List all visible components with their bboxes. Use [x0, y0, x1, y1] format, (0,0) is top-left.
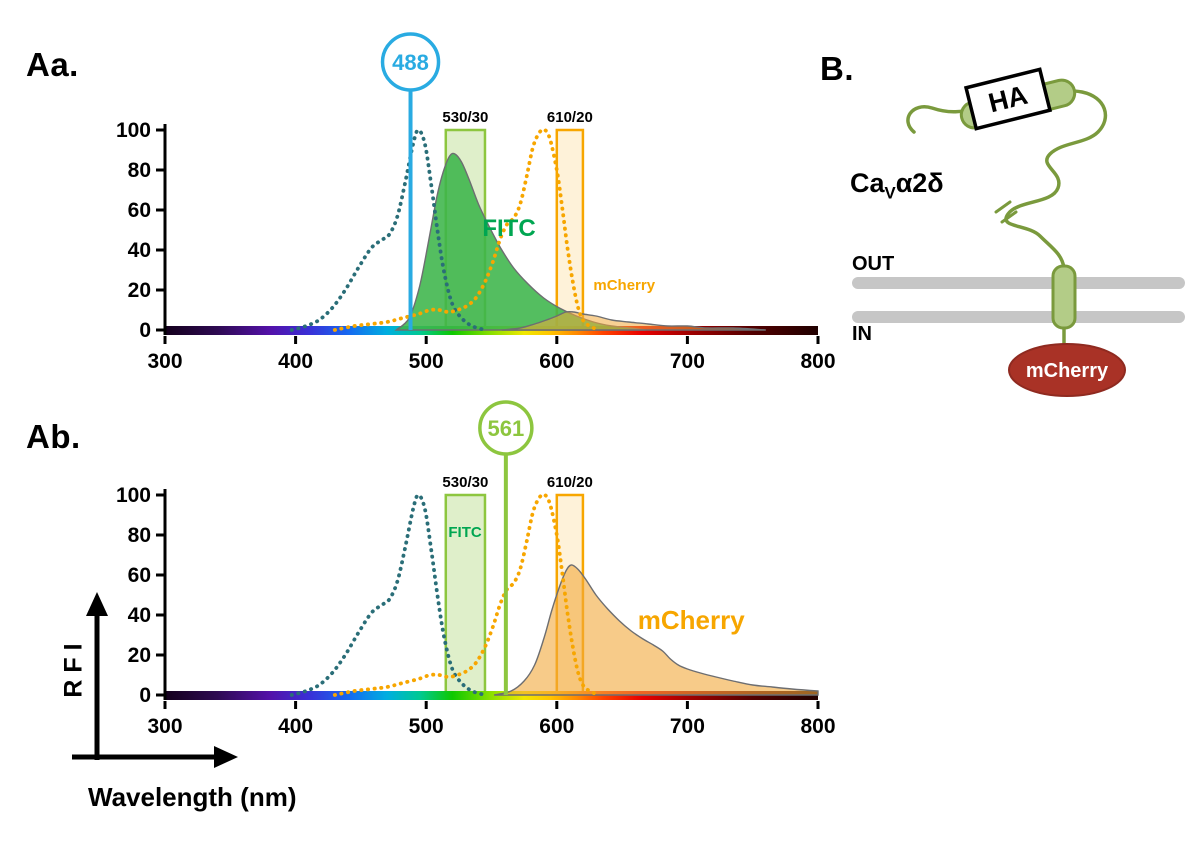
y-tick-label: 0 [139, 319, 151, 342]
in-label: IN [852, 323, 872, 345]
filter-label: 610/20 [547, 474, 593, 491]
filter-label: 530/30 [442, 109, 488, 126]
cleavage-marker [1000, 210, 1018, 224]
panel-b-label: B. [820, 50, 854, 87]
x-tick-label: 500 [409, 715, 444, 738]
y-tick-label: 40 [128, 604, 151, 627]
x-tick-label: 300 [147, 350, 182, 373]
protein-name-suffix: α2δ [895, 168, 944, 198]
laser-circle [380, 32, 441, 92]
y-tick-label: 40 [128, 239, 151, 262]
x-tick-label: 400 [278, 350, 313, 373]
annotation-mcherry: mCherry [593, 277, 655, 294]
panel-aa-chart: 530/30 610/20 0 20 40 60 80 100 300 400 500 600 700 8… [116, 32, 836, 373]
filter-label: 610/20 [547, 109, 593, 126]
y-tick-label: 0 [139, 684, 151, 707]
cleavage-marker [994, 200, 1012, 214]
y-axis-arrow-head [86, 592, 108, 616]
protein-name-label: CaVα2δ [850, 168, 944, 203]
transmembrane-domain [1051, 264, 1077, 330]
laser-label: 488 [392, 50, 429, 75]
x-tick-label: 800 [800, 715, 835, 738]
y-tick-label: 80 [128, 159, 151, 182]
axis-arrows [72, 592, 238, 768]
x-tick-label: 700 [670, 350, 705, 373]
x-tick-label: 600 [539, 350, 574, 373]
ha-tag-box [963, 67, 1053, 131]
laser-circle [478, 400, 534, 456]
y-axis-label: R F I [59, 643, 88, 698]
y-tick-label: 20 [128, 279, 151, 302]
panel-aa-label: Aa. [26, 46, 79, 83]
x-tick-label: 700 [670, 715, 705, 738]
mcherry-tag [1008, 343, 1126, 397]
annotation-mcherry: mCherry [638, 605, 745, 635]
laser-label: 561 [488, 416, 525, 441]
series-dotted [289, 493, 487, 697]
filter-label: 530/30 [442, 474, 488, 491]
x-tick-label: 300 [147, 715, 182, 738]
mcherry-label: mCherry [1026, 360, 1109, 382]
membrane-inner-bar [852, 311, 1185, 323]
x-axis-arrow-head [214, 746, 238, 768]
panel-ab-chart: 530/30 610/20 0 20 40 60 80 100 300 400 500 600 700 8… [116, 400, 836, 738]
y-tick-label: 60 [128, 199, 151, 222]
y-tick-label: 80 [128, 524, 151, 547]
x-tick-label: 800 [800, 350, 835, 373]
x-tick-label: 600 [539, 715, 574, 738]
x-axis-label: Wavelength (nm) [88, 782, 297, 812]
y-tick-label: 100 [116, 119, 151, 142]
panel-ab-label: Ab. [26, 418, 81, 455]
x-tick-label: 400 [278, 715, 313, 738]
x-tick-label: 500 [409, 350, 444, 373]
protein-name-prefix: Ca [850, 168, 885, 198]
out-label: OUT [852, 253, 894, 275]
rainbow-axis [165, 691, 818, 700]
protein-name-subscript: V [884, 183, 896, 203]
filter-box [555, 128, 585, 332]
series-dotted [332, 127, 601, 332]
annotation-fitc: FITC [448, 524, 481, 541]
series-dotted [289, 128, 487, 332]
series-area [501, 310, 766, 331]
membrane-outer-bar [852, 277, 1185, 289]
series-area [493, 564, 819, 696]
y-tick-label: 100 [116, 484, 151, 507]
y-tick-label: 60 [128, 564, 151, 587]
y-tick-label: 20 [128, 644, 151, 667]
ha-tag: HA [963, 67, 1053, 131]
annotation-fitc: FITC [482, 215, 535, 242]
panel-b-diagram: HA OUT IN mCherry [852, 67, 1185, 397]
